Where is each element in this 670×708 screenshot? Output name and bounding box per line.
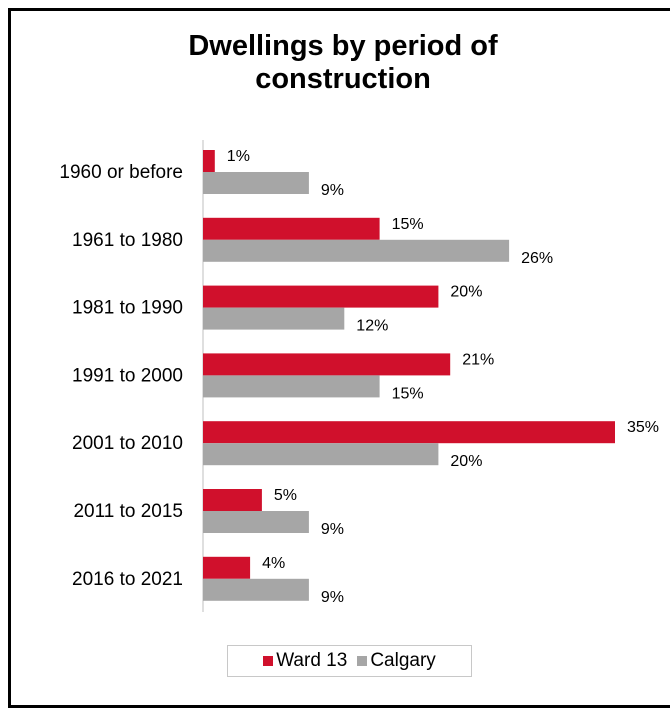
category-label-1981-to-1990: 1981 to 1990 <box>72 298 183 319</box>
legend-swatch-ward-13 <box>263 656 274 666</box>
category-label-2011-to-2015: 2011 to 2015 <box>73 501 183 522</box>
legend-item-calgary: Calgary <box>357 650 436 672</box>
bar-calgary-1991-to-2000 <box>203 375 380 398</box>
value-label-ward-13-1961-to-1980: 15% <box>392 216 424 233</box>
legend-label-calgary: Calgary <box>370 650 436 671</box>
legend-swatch-calgary <box>357 656 368 666</box>
bar-calgary-2016-to-2021 <box>203 578 309 601</box>
category-label-1961-to-1980: 1961 to 1980 <box>72 230 183 251</box>
value-label-ward-13-1991-to-2000: 21% <box>462 351 494 368</box>
category-label-2016-to-2021: 2016 to 2021 <box>72 569 183 590</box>
chart-title: Dwellings by period of construction <box>8 30 670 96</box>
bar-ward-13-2001-to-2010 <box>203 421 615 444</box>
legend-label-ward-13: Ward 13 <box>276 650 348 671</box>
bar-ward-13-1981-to-1990 <box>203 285 439 308</box>
bar-calgary-2011-to-2015 <box>203 511 309 533</box>
bar-chart: 1960 or before 1% 9% 1961 to 1980 15% 26% 1981… <box>59 140 659 612</box>
category-label-2001-to-2010: 2001 to 2010 <box>72 433 183 454</box>
value-label-calgary-2001-to-2010: 20% <box>450 453 482 470</box>
chart-title-line-1: Dwellings by period of <box>188 30 498 62</box>
value-label-calgary-1960-or-before: 9% <box>321 182 344 199</box>
chart-title-line-2: construction <box>255 63 431 95</box>
category-label-1991-to-2000: 1991 to 2000 <box>72 365 183 386</box>
value-label-calgary-1961-to-1980: 26% <box>521 250 553 267</box>
bar-calgary-2001-to-2010 <box>203 443 439 466</box>
bar-ward-13-1961-to-1980 <box>203 217 380 240</box>
value-label-calgary-2011-to-2015: 9% <box>321 521 344 538</box>
value-label-ward-13-2011-to-2015: 5% <box>274 487 297 504</box>
value-label-ward-13-2001-to-2010: 35% <box>627 419 659 436</box>
value-label-ward-13-2016-to-2021: 4% <box>262 555 285 572</box>
value-label-ward-13-1981-to-1990: 20% <box>450 284 482 301</box>
bar-ward-13-1991-to-2000 <box>203 353 451 376</box>
value-label-calgary-1991-to-2000: 15% <box>392 385 424 402</box>
legend-item-ward-13: Ward 13 <box>263 650 347 672</box>
category-label-1960-or-before: 1960 or before <box>59 162 183 183</box>
value-label-ward-13-1960-or-before: 1% <box>227 148 250 165</box>
bar-ward-13-1960-or-before <box>203 150 215 172</box>
chart-legend: Ward 13 Calgary <box>227 645 472 677</box>
bar-ward-13-2016-to-2021 <box>203 556 251 579</box>
bar-calgary-1960-or-before <box>203 172 309 194</box>
value-label-calgary-1981-to-1990: 12% <box>356 318 388 335</box>
bar-calgary-1981-to-1990 <box>203 307 345 330</box>
bar-calgary-1961-to-1980 <box>203 239 510 262</box>
bar-ward-13-2011-to-2015 <box>203 489 262 511</box>
value-label-calgary-2016-to-2021: 9% <box>321 589 344 606</box>
